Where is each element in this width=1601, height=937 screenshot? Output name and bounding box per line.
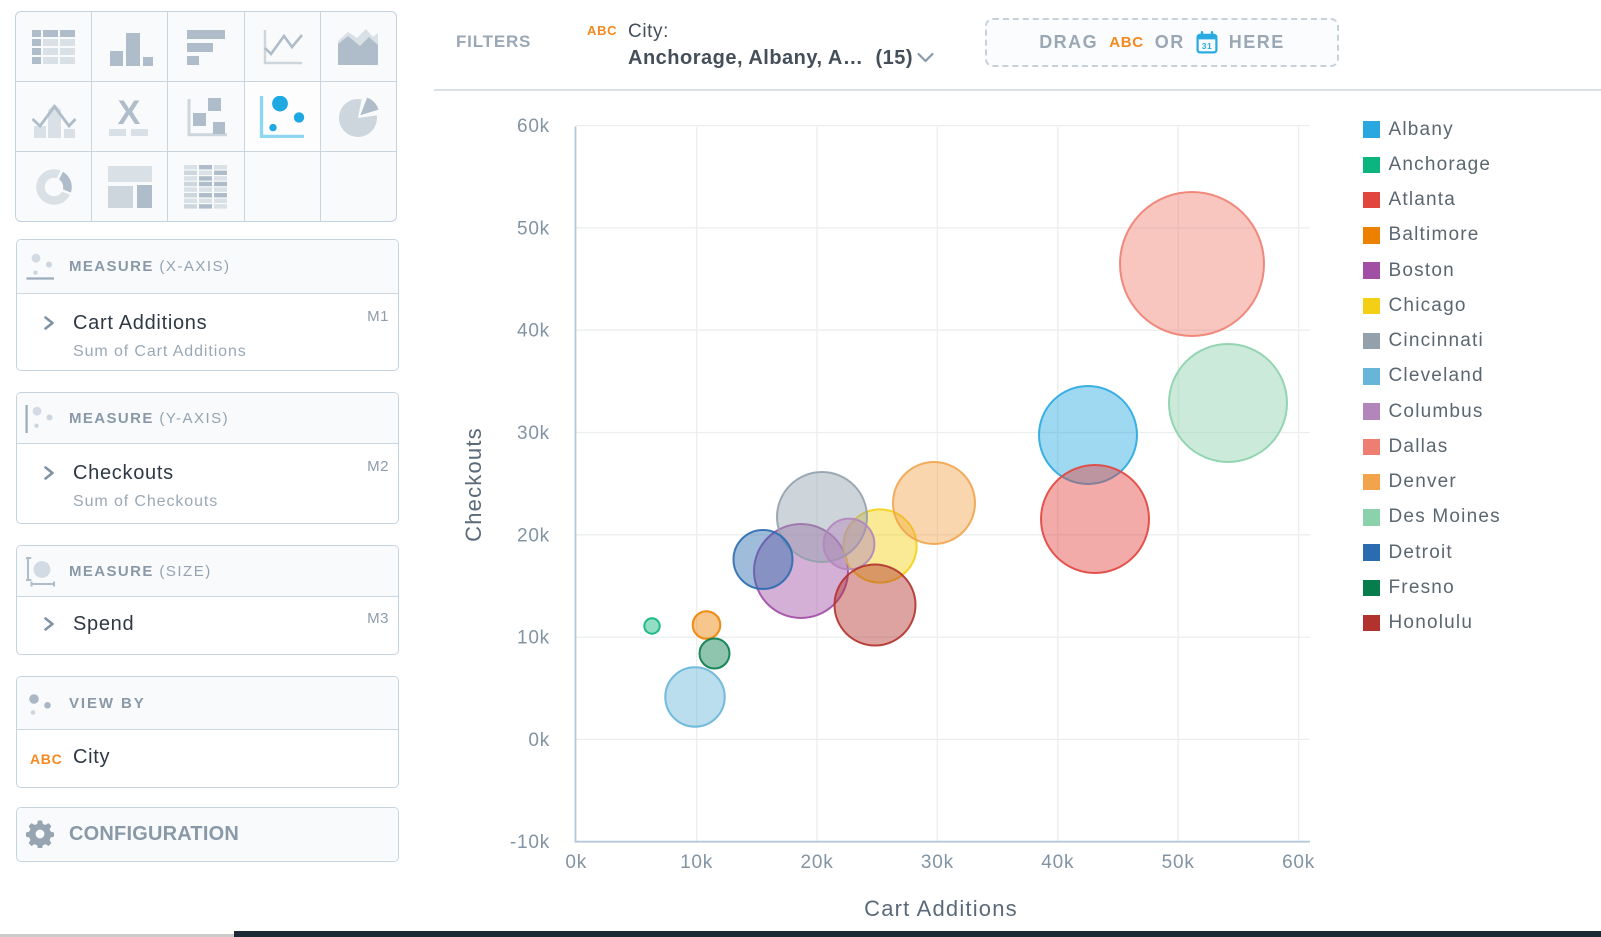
- svg-text:0k: 0k: [565, 852, 587, 873]
- svg-text:60k: 60k: [517, 116, 550, 137]
- svg-text:30k: 30k: [517, 423, 550, 444]
- svg-text:50k: 50k: [517, 218, 550, 239]
- svg-text:X: X: [118, 96, 141, 132]
- svg-text:Cart Additions: Cart Additions: [864, 896, 1018, 921]
- svg-text:20k: 20k: [517, 525, 550, 546]
- svg-text:31: 31: [1202, 41, 1212, 51]
- svg-text:10k: 10k: [680, 852, 713, 873]
- svg-text:Checkouts: Checkouts: [461, 427, 486, 542]
- svg-text:60k: 60k: [1282, 852, 1315, 873]
- svg-text:0k: 0k: [528, 730, 550, 751]
- svg-text:40k: 40k: [1041, 852, 1074, 873]
- svg-text:30k: 30k: [921, 852, 954, 873]
- svg-text:50k: 50k: [1162, 852, 1195, 873]
- svg-text:40k: 40k: [517, 321, 550, 342]
- svg-text:-10k: -10k: [510, 832, 550, 853]
- svg-text:20k: 20k: [800, 852, 833, 873]
- svg-text:10k: 10k: [517, 628, 550, 649]
